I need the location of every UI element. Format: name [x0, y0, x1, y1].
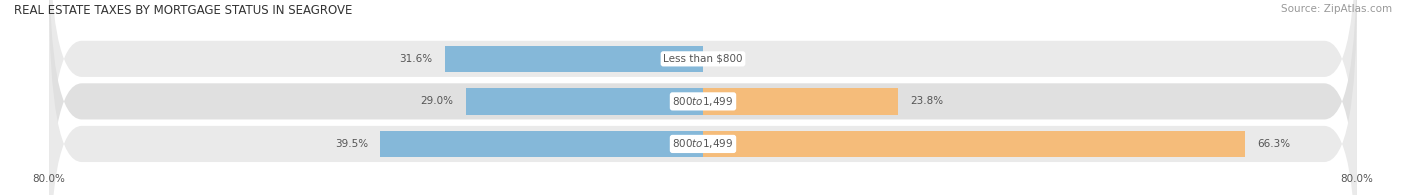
Bar [465, 88, 703, 115]
Text: 23.8%: 23.8% [910, 96, 943, 106]
Text: $800 to $1,499: $800 to $1,499 [672, 95, 734, 108]
Text: Less than $800: Less than $800 [664, 54, 742, 64]
Text: REAL ESTATE TAXES BY MORTGAGE STATUS IN SEAGROVE: REAL ESTATE TAXES BY MORTGAGE STATUS IN … [14, 4, 353, 17]
Text: 31.6%: 31.6% [399, 54, 433, 64]
Text: 39.5%: 39.5% [335, 139, 368, 149]
Text: 29.0%: 29.0% [420, 96, 454, 106]
Text: 66.3%: 66.3% [1257, 139, 1291, 149]
Bar [703, 131, 1244, 157]
Bar [703, 88, 897, 115]
Bar [380, 131, 703, 157]
FancyBboxPatch shape [49, 0, 1357, 195]
Bar [444, 46, 703, 72]
Text: Source: ZipAtlas.com: Source: ZipAtlas.com [1281, 4, 1392, 14]
FancyBboxPatch shape [49, 0, 1357, 195]
Text: 0.0%: 0.0% [716, 54, 741, 64]
FancyBboxPatch shape [49, 0, 1357, 195]
Text: $800 to $1,499: $800 to $1,499 [672, 137, 734, 151]
